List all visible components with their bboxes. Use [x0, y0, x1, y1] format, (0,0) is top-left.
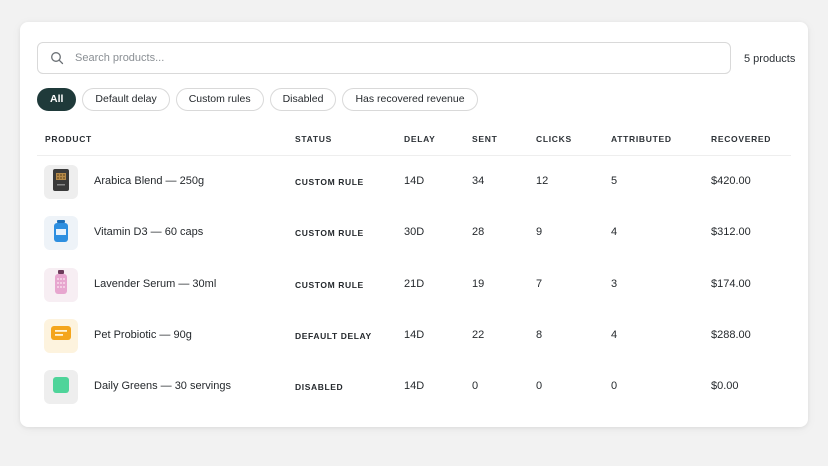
delay-value: 30D: [404, 226, 425, 239]
filter-chip-has-recovered-revenue[interactable]: Has recovered revenue: [342, 88, 478, 111]
filter-chip-all[interactable]: All: [37, 88, 77, 111]
product-name[interactable]: Lavender Serum — 30ml: [94, 277, 217, 290]
column-header-attributed[interactable]: ATTRIBUTED: [611, 134, 672, 144]
sent-value: 22: [472, 328, 485, 341]
status-badge: DEFAULT DELAY: [295, 330, 372, 341]
sent-value: 19: [472, 277, 485, 290]
clicks-value: 12: [536, 175, 549, 187]
attributed-value: 4: [611, 226, 618, 239]
product-thumbnail: [44, 165, 78, 199]
table-row[interactable]: Pet Probiotic — 90g DEFAULT DELAY 14D 22…: [37, 311, 791, 362]
sent-value: 0: [472, 380, 479, 393]
status-badge: CUSTOM RULE: [295, 177, 364, 187]
delay-value: 14D: [404, 175, 425, 187]
column-header-clicks[interactable]: CLICKS: [536, 134, 572, 144]
product-thumbnail: [44, 267, 78, 302]
clicks-value: 7: [536, 277, 543, 290]
filter-chip-disabled[interactable]: Disabled: [269, 88, 337, 111]
table-row[interactable]: Daily Greens — 30 servings DISABLED 14D …: [37, 362, 791, 413]
filter-chip-custom-rules[interactable]: Custom rules: [175, 88, 264, 111]
greens-pouch-icon: [51, 375, 71, 400]
product-name[interactable]: Pet Probiotic — 90g: [94, 328, 192, 341]
table-row[interactable]: Lavender Serum — 30ml CUSTOM RULE 21D 19…: [37, 260, 791, 311]
table-header: PRODUCT STATUS DELAY SENT CLICKS ATTRIBU…: [37, 128, 791, 156]
status-badge: DISABLED: [295, 382, 344, 393]
clicks-value: 0: [536, 380, 543, 393]
delay-value: 14D: [404, 328, 425, 341]
serum-bottle-icon: [53, 269, 69, 300]
recovered-value: $174.00: [711, 277, 751, 290]
product-name[interactable]: Arabica Blend — 250g: [94, 175, 205, 187]
attributed-value: 5: [611, 175, 618, 187]
product-name[interactable]: Vitamin D3 — 60 caps: [94, 226, 204, 239]
filter-chip-default-delay[interactable]: Default delay: [82, 88, 170, 111]
filter-chips: All Default delay Custom rules Disabled …: [37, 88, 478, 111]
probiotic-pack-icon: [50, 324, 72, 347]
attributed-value: 0: [611, 380, 618, 393]
delay-value: 21D: [404, 277, 425, 290]
recovered-value: $0.00: [711, 380, 739, 393]
product-count: 5 products: [744, 53, 796, 65]
clicks-value: 8: [536, 328, 543, 341]
sent-value: 28: [472, 226, 485, 239]
column-header-delay[interactable]: DELAY: [404, 134, 436, 144]
product-thumbnail: [44, 370, 78, 405]
recovered-value: $312.00: [711, 226, 751, 239]
search-box[interactable]: [37, 42, 731, 74]
products-card: 5 products All Default delay Custom rule…: [20, 22, 808, 427]
column-header-product[interactable]: PRODUCT: [45, 134, 92, 144]
table-row[interactable]: Arabica Blend — 250g CUSTOM RULE 14D 34 …: [37, 157, 791, 208]
recovered-value: $288.00: [711, 328, 751, 341]
product-thumbnail: [44, 216, 78, 251]
product-name[interactable]: Daily Greens — 30 servings: [94, 380, 231, 393]
delay-value: 14D: [404, 380, 425, 393]
sent-value: 34: [472, 175, 485, 187]
attributed-value: 4: [611, 328, 618, 341]
column-header-recovered[interactable]: RECOVERED: [711, 134, 772, 144]
column-header-status[interactable]: STATUS: [295, 134, 332, 144]
product-thumbnail: [44, 318, 78, 353]
attributed-value: 3: [611, 277, 618, 290]
column-header-sent[interactable]: SENT: [472, 134, 498, 144]
vitamin-bottle-icon: [52, 219, 70, 248]
search-input[interactable]: [75, 43, 730, 73]
status-badge: CUSTOM RULE: [295, 228, 364, 239]
recovered-value: $420.00: [711, 175, 751, 187]
clicks-value: 9: [536, 226, 543, 239]
search-icon: [49, 50, 65, 66]
coffee-bag-icon: [51, 168, 71, 197]
product-table-body: Arabica Blend — 250g CUSTOM RULE 14D 34 …: [37, 157, 791, 413]
status-badge: CUSTOM RULE: [295, 279, 364, 290]
table-row[interactable]: Vitamin D3 — 60 caps CUSTOM RULE 30D 28 …: [37, 208, 791, 259]
